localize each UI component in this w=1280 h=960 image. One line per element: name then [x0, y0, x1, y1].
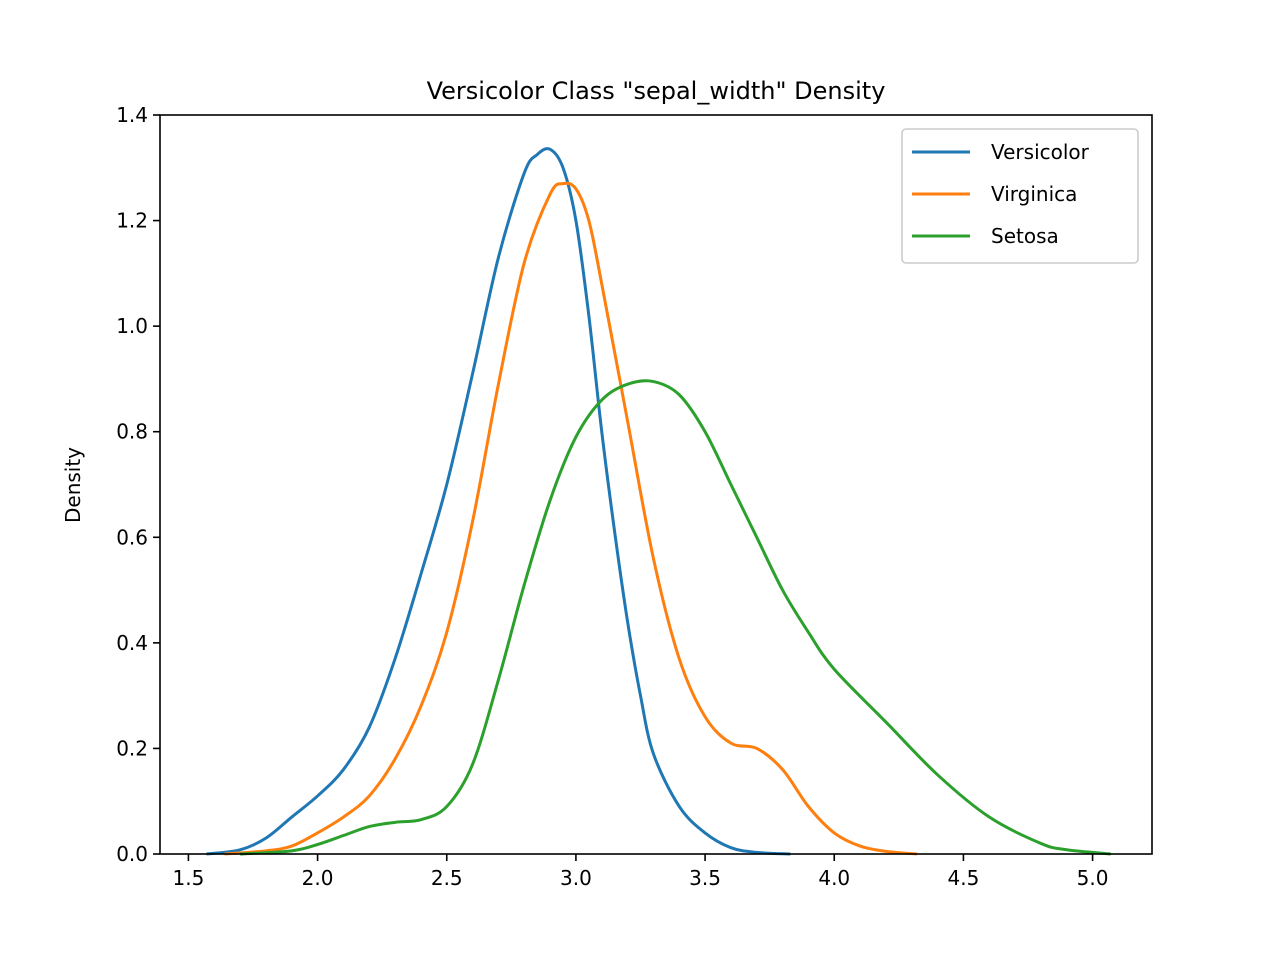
y-tick-label: 1.4: [116, 103, 148, 127]
legend-box: [901, 128, 1139, 264]
x-tick-label: 5.0: [1077, 866, 1109, 890]
legend-label-versicolor: Versicolor: [991, 140, 1090, 164]
x-tick-label: 3.5: [689, 866, 721, 890]
series-line-setosa: [239, 379, 1111, 856]
y-tick-label: 0.6: [116, 525, 148, 549]
series-line-virginica: [224, 181, 918, 856]
legend: Versicolor Virginica Setosa: [901, 128, 1139, 264]
x-tick-label: 2.5: [431, 866, 463, 890]
y-tick-label: 0.2: [116, 736, 148, 760]
x-tick-label: 1.5: [173, 866, 205, 890]
series-line-versicolor: [206, 147, 791, 856]
x-tick-label: 3.0: [560, 866, 592, 890]
legend-label-setosa: Setosa: [991, 224, 1059, 248]
x-tick-label: 2.0: [302, 866, 334, 890]
x-axis: 1.5 2.0 2.5 3.0 3.5 4.0 4.5 5.0: [173, 854, 1109, 890]
y-tick-label: 1.0: [116, 314, 148, 338]
y-axis: 0.0 0.2 0.4 0.6 0.8 1.0 1.2 1.4: [116, 103, 160, 866]
axes-frame: [159, 114, 1153, 855]
y-tick-label: 0.4: [116, 631, 148, 655]
y-tick-label: 0.8: [116, 420, 148, 444]
x-tick-label: 4.0: [818, 866, 850, 890]
x-tick-label: 4.5: [948, 866, 980, 890]
y-tick-label: 1.2: [116, 209, 148, 233]
y-tick-label: 0.0: [116, 842, 148, 866]
y-axis-label: Density: [61, 447, 85, 523]
legend-label-virginica: Virginica: [991, 182, 1077, 206]
plot-lines: [206, 147, 1111, 856]
chart-title: Versicolor Class "sepal_width" Density: [427, 77, 886, 105]
